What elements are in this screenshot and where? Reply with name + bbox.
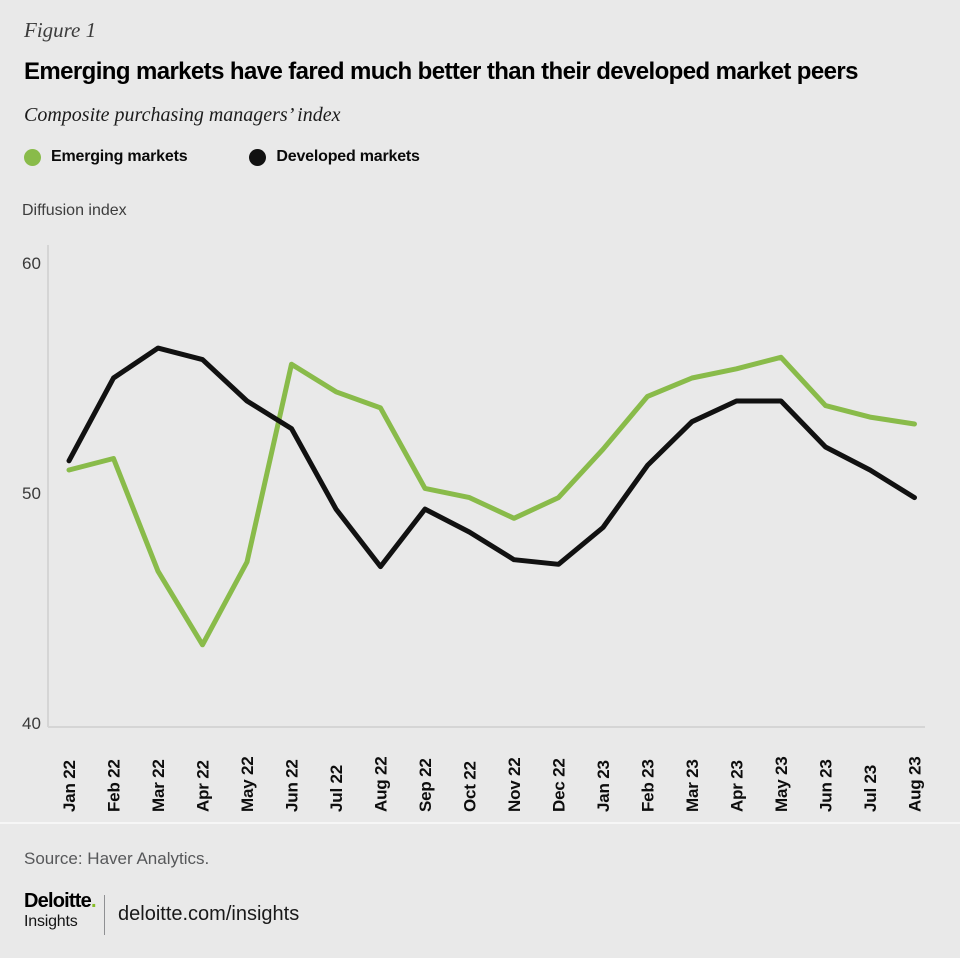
y-tick-label: 60 xyxy=(22,254,41,273)
x-tick-label: Oct 22 xyxy=(461,761,480,812)
x-tick-label: Jan 22 xyxy=(60,760,79,812)
brand-sub: Insights xyxy=(24,913,78,930)
y-axis-title: Diffusion index xyxy=(22,202,127,219)
brand-name: Deloitte. xyxy=(24,890,97,912)
x-tick-label: Aug 22 xyxy=(372,757,391,812)
legend-label-developed: Developed markets xyxy=(276,148,420,165)
x-tick-label: Apr 22 xyxy=(194,760,213,812)
x-tick-label: Dec 22 xyxy=(550,758,569,812)
chart-subtitle: Composite purchasing managers’ index xyxy=(24,104,341,126)
x-tick-label: Sep 22 xyxy=(416,758,435,812)
x-tick-label: Aug 23 xyxy=(906,757,925,812)
brand-dot: . xyxy=(90,890,97,912)
deloitte-insights-link[interactable]: deloitte.com/insights xyxy=(118,903,300,925)
x-tick-label: Jul 23 xyxy=(861,765,880,812)
x-tick-label: Apr 23 xyxy=(728,760,747,812)
x-tick-label: Jan 23 xyxy=(594,760,613,812)
x-tick-label: Jun 23 xyxy=(817,759,836,812)
series-line-developed-markets xyxy=(66,345,917,570)
composite-pmi-line-chart: 60 50 40 Jan 22 Feb 22 Mar 22 Apr 22 May 22 Jun … xyxy=(22,245,925,812)
y-tick-label: 50 xyxy=(22,484,41,503)
chart-title: Emerging markets have fared much better … xyxy=(24,58,858,85)
x-tick-label: Nov 22 xyxy=(505,757,524,812)
series-line-emerging-markets xyxy=(66,354,917,648)
figure-label: Figure 1 xyxy=(24,18,97,42)
x-tick-label: Feb 22 xyxy=(105,759,124,812)
legend-label-emerging: Emerging markets xyxy=(51,148,188,165)
x-tick-label: Jul 22 xyxy=(327,765,346,812)
footer-divider xyxy=(0,822,960,824)
x-tick-label: Feb 23 xyxy=(639,759,658,812)
legend-item-developed: Developed markets xyxy=(249,148,420,166)
deloitte-insights-logo: Deloitte. Insights xyxy=(24,891,96,930)
x-tick-label: May 23 xyxy=(772,756,791,812)
logo-divider-line xyxy=(104,895,105,935)
x-tick-label: Jun 22 xyxy=(283,759,302,812)
emerging-markets-dot-icon xyxy=(24,148,41,166)
y-tick-label: 40 xyxy=(22,714,41,733)
x-tick-label: May 22 xyxy=(238,756,257,812)
legend: Emerging markets Developed markets xyxy=(24,148,420,166)
x-tick-label: Mar 23 xyxy=(683,759,702,812)
legend-item-emerging: Emerging markets xyxy=(24,148,188,166)
developed-markets-dot-icon xyxy=(249,148,267,166)
x-tick-label: Mar 22 xyxy=(149,759,168,812)
source-note: Source: Haver Analytics. xyxy=(24,849,210,868)
